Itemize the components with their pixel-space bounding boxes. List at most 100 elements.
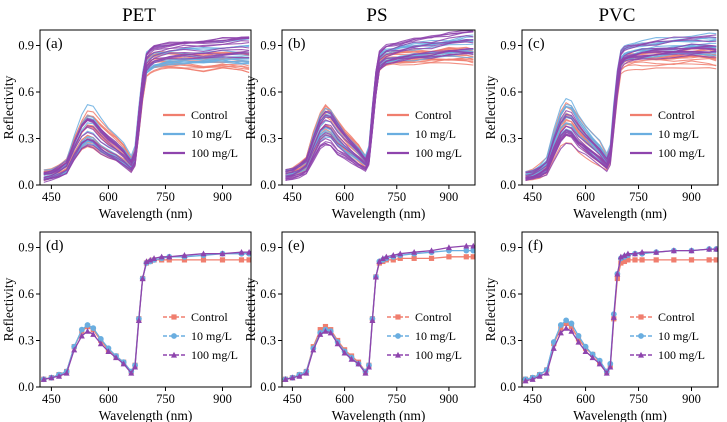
panel-c-legend-label-control: Control	[658, 108, 695, 122]
panel-f-100mg-point	[568, 328, 575, 334]
panel-d-y-tick-label: 0.9	[18, 241, 34, 255]
panel-e-100mg-point	[334, 340, 341, 347]
panel-e-10mg-point	[463, 247, 470, 254]
panel-d: 450 600 750 900 0.0 0.3 0.6 0.9 Wavelength (nm) R…	[1, 231, 252, 422]
panel-e: 450 600 750 900 0.0 0.3 0.6 0.9 Wavelength (nm) R…	[243, 231, 476, 422]
panel-f-100mg-line	[525, 248, 717, 382]
panel-b-x-tick-label: 750	[387, 190, 406, 204]
panel-f-control-point	[688, 257, 695, 263]
panel-f-plot-area	[522, 245, 718, 384]
panel-c-x-axis-label: Wavelength (nm)	[573, 206, 667, 221]
panel-c-legend-label-10mg: 10 mg/L	[658, 127, 699, 141]
panel-f-100mg-point	[563, 324, 570, 331]
panel-d-legend-label-control: Control	[191, 310, 228, 324]
panel-f-100mg-point	[610, 314, 617, 320]
panel-e-control-point	[428, 255, 435, 261]
panel-d-x-tick-label: 450	[42, 392, 61, 406]
panel-c-x-tick-label: 600	[576, 190, 595, 204]
panel-b: 450 600 750 900 0.0 0.3 0.6 0.9 Wavelength (nm) R…	[243, 29, 476, 221]
panel-c-y-tick-label: 0.6	[500, 85, 516, 99]
panel-f-control-point	[632, 257, 638, 263]
panel-a-control-spectrum	[43, 66, 250, 181]
panel-e-x-tick-label: 750	[387, 392, 406, 406]
panel-a-series-100mg	[43, 36, 250, 183]
panel-a-x-tick-label: 450	[42, 190, 61, 204]
panel-d-100mg-point	[147, 256, 154, 263]
panel-f-100mg-point	[688, 247, 695, 254]
panel-e-legend-marker-control	[395, 314, 401, 320]
panel-e-control-point	[463, 254, 469, 260]
panel-f-10mg-point	[575, 332, 582, 339]
panel-f-10mg-point	[582, 343, 589, 350]
panel-b-x-tick-label: 600	[335, 190, 354, 204]
panel-a-x-tick-label: 600	[99, 190, 118, 204]
panel-a-100mg-spectrum	[43, 51, 250, 181]
panel-f-100mg-point	[639, 248, 646, 255]
panel-d-y-tick-label: 0.3	[18, 334, 34, 348]
panel-e-control-point	[397, 255, 403, 261]
panel-b-plot-area	[285, 30, 474, 182]
panel-d-control-point	[219, 257, 226, 263]
panel-c-frame	[521, 29, 719, 186]
panel-a-x-tick-label: 750	[156, 190, 175, 204]
panel-d-label: (d)	[46, 238, 64, 254]
panels-group: 450 600 750 900 0.0 0.3 0.6 0.9 Wavelength (nm) R…	[1, 29, 719, 422]
panel-e-legend-label-100mg: 100 mg/L	[415, 348, 462, 362]
panel-d-10mg-point	[84, 322, 91, 328]
panel-d-10mg-point	[97, 336, 104, 342]
panel-f-legend-label-10mg: 10 mg/L	[658, 329, 699, 343]
panel-c-y-tick-label: 0.9	[500, 39, 516, 53]
panel-f-legend-label-100mg: 100 mg/L	[658, 348, 705, 362]
panel-c-100mg-spectrum	[525, 36, 717, 177]
panel-d-100mg-point	[132, 363, 139, 370]
panel-f-100mg-point	[529, 376, 536, 382]
panel-e-frame	[281, 231, 476, 388]
panel-e-100mg-line	[285, 245, 474, 380]
panel-f-legend-label-control: Control	[658, 310, 695, 324]
panel-b-100mg-spectrum	[285, 30, 474, 171]
panel-c-y-axis-label: Reflectivity	[483, 75, 498, 139]
panel-d-100mg-point	[246, 248, 251, 255]
panel-d-100mg-point	[71, 346, 78, 353]
panel-a-legend-label-100mg: 100 mg/L	[191, 146, 238, 160]
panel-a-y-tick-label: 0.3	[18, 132, 34, 146]
panel-f-control-point	[671, 257, 677, 263]
panel-f-label: (f)	[528, 238, 543, 254]
panel-f-x-tick-label: 900	[682, 392, 701, 406]
panel-c-y-tick-label: 0.0	[500, 178, 516, 192]
panel-e-100mg-point	[355, 360, 362, 367]
panel-d-x-tick-label: 600	[99, 392, 118, 406]
panel-b-100mg-spectrum	[285, 48, 474, 178]
panel-e-label: (e)	[288, 238, 305, 254]
panel-f-control-point	[639, 257, 645, 263]
column-title-pvc: PVC	[599, 5, 636, 26]
panel-d-100mg-point	[105, 348, 112, 354]
panel-e-y-tick-label: 0.0	[260, 380, 276, 394]
panel-e-legend-marker-100mg	[395, 351, 401, 358]
panel-f-series-100mg	[522, 245, 718, 384]
column-title-ps: PS	[366, 5, 387, 26]
panel-f-y-axis-label: Reflectivity	[483, 277, 498, 341]
panel-d-100mg-point	[63, 369, 70, 376]
panel-e-100mg-point	[463, 242, 470, 249]
panel-f-x-tick-label: 600	[576, 392, 595, 406]
panel-d-100mg-point	[97, 340, 104, 347]
panel-f-100mg-point	[632, 250, 639, 257]
panel-b-y-tick-label: 0.6	[260, 85, 276, 99]
panel-e-100mg-point	[369, 317, 376, 323]
panel-e-100mg-point	[383, 253, 390, 260]
panel-e-y-tick-label: 0.3	[260, 334, 276, 348]
panel-e-y-tick-label: 0.6	[260, 287, 276, 301]
panel-e-control-point	[411, 255, 417, 261]
panel-f-x-axis-label: Wavelength (nm)	[573, 408, 667, 422]
panel-d-100mg-point	[113, 354, 120, 361]
panel-d-legend-label-10mg: 10 mg/L	[191, 329, 232, 343]
panel-d-100mg-point	[78, 332, 85, 339]
panel-e-legend: Control 10 mg/L 100 mg/L	[387, 310, 462, 362]
panel-c-plot-area	[525, 32, 717, 182]
panel-a-legend-label-control: Control	[191, 108, 228, 122]
panel-f: 450 600 750 900 0.0 0.3 0.6 0.9 Wavelength (nm) R…	[483, 231, 719, 422]
panel-c: 450 600 750 900 0.0 0.3 0.6 0.9 Wavelength (nm) R…	[483, 29, 719, 221]
panel-e-100mg-point	[445, 244, 452, 251]
panel-d-control-point	[166, 257, 172, 263]
